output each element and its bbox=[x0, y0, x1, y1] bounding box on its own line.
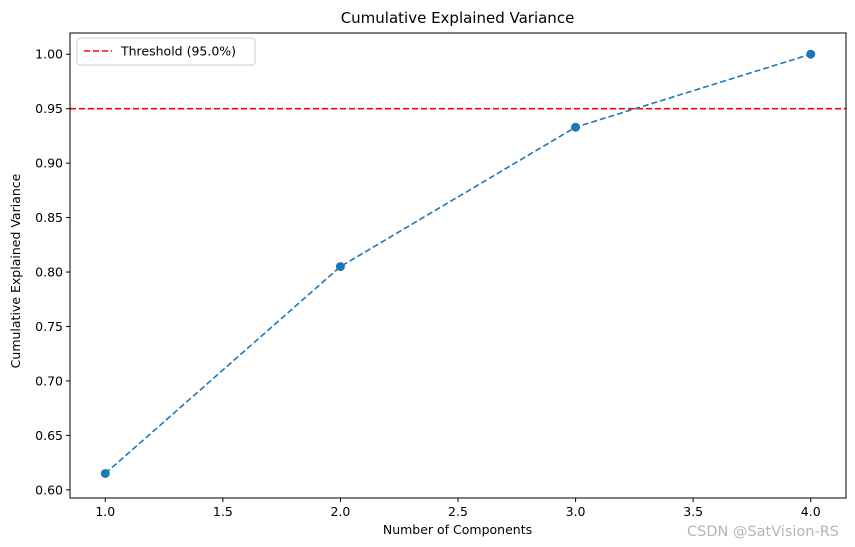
x-tick-label: 1.5 bbox=[213, 504, 233, 519]
series-group bbox=[100, 49, 816, 478]
y-tick-label: 0.90 bbox=[35, 156, 63, 171]
legend-box bbox=[76, 37, 256, 66]
y-tick-label: 0.65 bbox=[35, 428, 63, 443]
legend: Threshold (95.0%) bbox=[76, 37, 256, 66]
x-tick-label: 2.5 bbox=[448, 504, 468, 519]
series-line bbox=[104, 53, 811, 475]
x-tick-label: 3.0 bbox=[566, 504, 586, 519]
x-tick-label: 4.0 bbox=[801, 504, 821, 519]
legend-threshold-label: Threshold (95.0%) bbox=[120, 44, 236, 59]
y-axis-label: Cumulative Explained Variance bbox=[8, 173, 23, 368]
data-point-3 bbox=[571, 122, 581, 132]
y-tick-label: 0.95 bbox=[35, 101, 63, 116]
x-tick-label: 3.5 bbox=[683, 504, 703, 519]
chart-title: Cumulative Explained Variance bbox=[341, 9, 575, 27]
y-tick-label: 0.75 bbox=[35, 319, 63, 334]
y-axis-ticks: 0.60 0.65 0.70 0.75 0.80 0.85 0.90 0.95 1.00 bbox=[35, 47, 70, 497]
y-tick-label: 1.00 bbox=[35, 47, 63, 62]
x-axis-label: Number of Components bbox=[383, 522, 532, 537]
data-point-2 bbox=[335, 262, 345, 272]
x-tick-label: 1.0 bbox=[95, 504, 115, 519]
watermark: CSDN @SatVision-RS bbox=[687, 524, 839, 540]
y-tick-label: 0.85 bbox=[35, 210, 63, 225]
y-tick-label: 0.70 bbox=[35, 373, 63, 388]
x-tick-label: 2.0 bbox=[330, 504, 350, 519]
data-point-4 bbox=[806, 49, 816, 59]
data-point-1 bbox=[100, 468, 110, 478]
y-tick-label: 0.80 bbox=[35, 265, 63, 280]
y-tick-label: 0.60 bbox=[35, 482, 63, 497]
x-axis-ticks: 1.0 1.5 2.0 2.5 3.0 3.5 4.0 bbox=[95, 498, 821, 519]
